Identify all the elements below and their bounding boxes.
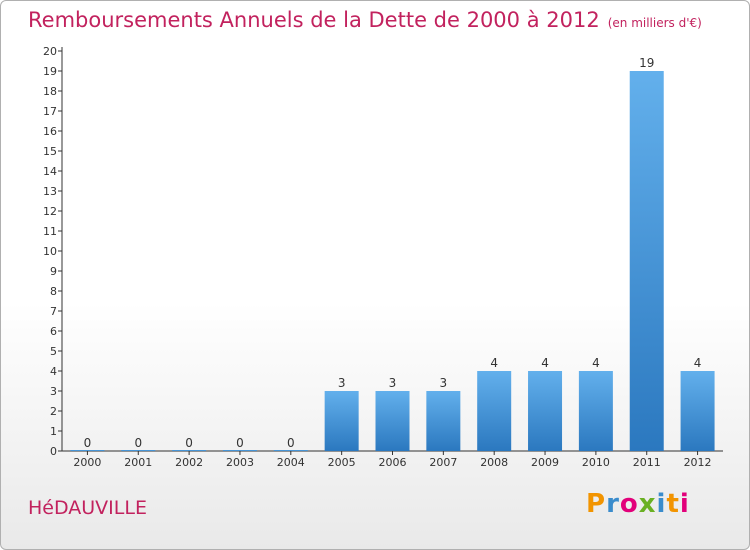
data-label: 4 bbox=[490, 356, 498, 370]
commune-name: HéDAUVILLE bbox=[28, 497, 147, 519]
logo-letter: i bbox=[656, 489, 667, 519]
y-tick-label: 5 bbox=[50, 345, 57, 358]
data-label: 4 bbox=[541, 356, 549, 370]
logo-letter: t bbox=[666, 489, 680, 519]
data-label: 4 bbox=[592, 356, 600, 370]
bar bbox=[578, 371, 613, 451]
bars bbox=[70, 71, 715, 451]
bar bbox=[324, 391, 359, 451]
data-label: 0 bbox=[134, 436, 142, 450]
x-tick-label: 2012 bbox=[684, 456, 712, 469]
logo-letter: i bbox=[679, 489, 690, 519]
x-tick-label: 2009 bbox=[531, 456, 559, 469]
x-tick-label: 2007 bbox=[429, 456, 457, 469]
y-tick-label: 10 bbox=[43, 245, 57, 258]
bar bbox=[528, 371, 563, 451]
y-tick-label: 3 bbox=[50, 385, 57, 398]
y-tick-label: 8 bbox=[50, 285, 57, 298]
data-label: 4 bbox=[694, 356, 702, 370]
data-label: 19 bbox=[639, 56, 654, 70]
y-tick-label: 18 bbox=[43, 85, 57, 98]
y-tick-label: 20 bbox=[43, 45, 57, 58]
x-tick-label: 2008 bbox=[480, 456, 508, 469]
proxiti-logo[interactable]: Proxiti bbox=[586, 489, 690, 519]
data-label: 0 bbox=[84, 436, 92, 450]
data-label: 3 bbox=[389, 376, 397, 390]
data-label: 3 bbox=[338, 376, 346, 390]
y-tick-label: 2 bbox=[50, 405, 57, 418]
bar bbox=[477, 371, 512, 451]
logo-letter: P bbox=[586, 489, 607, 519]
logo-letter: x bbox=[638, 489, 657, 519]
bar bbox=[70, 450, 105, 451]
bar bbox=[426, 391, 461, 451]
y-tick-label: 4 bbox=[50, 365, 57, 378]
x-tick-label: 2000 bbox=[73, 456, 101, 469]
y-tick-label: 13 bbox=[43, 185, 57, 198]
x-tick-label: 2010 bbox=[582, 456, 610, 469]
x-tick-label: 2003 bbox=[226, 456, 254, 469]
data-label: 0 bbox=[236, 436, 244, 450]
logo-letter: o bbox=[619, 489, 639, 519]
data-label: 0 bbox=[287, 436, 295, 450]
bar bbox=[375, 391, 410, 451]
y-tick-label: 19 bbox=[43, 65, 57, 78]
x-tick-label: 2006 bbox=[379, 456, 407, 469]
title-text: Remboursements Annuels de la Dette de 20… bbox=[28, 8, 600, 32]
data-label: 0 bbox=[185, 436, 193, 450]
bar bbox=[172, 450, 207, 451]
y-tick-label: 1 bbox=[50, 425, 57, 438]
x-tick-label: 2001 bbox=[124, 456, 152, 469]
y-tick-label: 6 bbox=[50, 325, 57, 338]
bar bbox=[222, 450, 257, 451]
x-tick-label: 2005 bbox=[328, 456, 356, 469]
y-tick-label: 16 bbox=[43, 125, 57, 138]
y-tick-label: 11 bbox=[43, 225, 57, 238]
y-tick-label: 12 bbox=[43, 205, 57, 218]
x-tick-label: 2011 bbox=[633, 456, 661, 469]
y-tick-label: 14 bbox=[43, 165, 57, 178]
data-label: 3 bbox=[440, 376, 448, 390]
bar bbox=[121, 450, 156, 451]
y-tick-label: 15 bbox=[43, 145, 57, 158]
y-tick-label: 17 bbox=[43, 105, 57, 118]
unit-label: (en milliers d'€) bbox=[607, 16, 702, 30]
y-tick-label: 7 bbox=[50, 305, 57, 318]
bar bbox=[680, 371, 715, 451]
chart-title: Remboursements Annuels de la Dette de 20… bbox=[28, 8, 702, 32]
logo-letter: r bbox=[606, 489, 620, 519]
y-tick-label: 9 bbox=[50, 265, 57, 278]
bar bbox=[273, 450, 308, 451]
y-tick-label: 0 bbox=[50, 445, 57, 458]
x-tick-label: 2002 bbox=[175, 456, 203, 469]
labels: 2000 0 2001 0 2002 0 2003 0 2004 0 2005 3 2006 3 2007 3… bbox=[73, 56, 711, 469]
bar bbox=[629, 71, 664, 451]
x-tick-label: 2004 bbox=[277, 456, 305, 469]
